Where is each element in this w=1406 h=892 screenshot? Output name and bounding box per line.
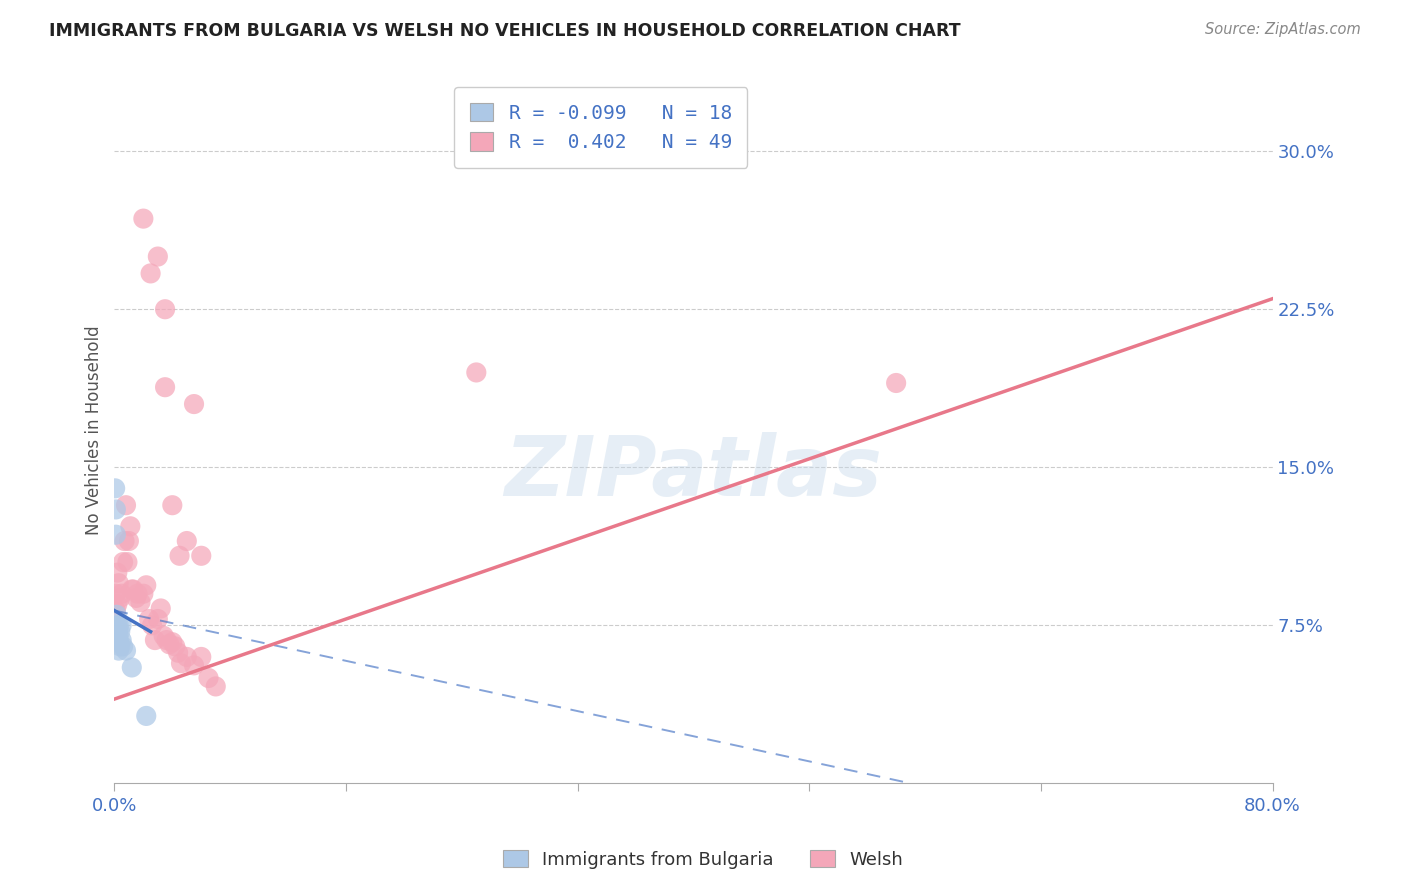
Point [112, 555, 135, 569]
Point [197, 671, 219, 685]
Point [118, 534, 141, 549]
Point [129, 595, 152, 609]
Point [104, 502, 127, 516]
Point [176, 649, 198, 664]
Point [139, 267, 162, 281]
Point [165, 640, 187, 654]
Point [169, 549, 191, 563]
Point [190, 649, 212, 664]
Point [157, 637, 180, 651]
Point [122, 582, 145, 597]
Point [115, 643, 138, 657]
Point [884, 376, 907, 390]
Point [127, 587, 149, 601]
Point [107, 633, 129, 648]
Point [121, 660, 143, 674]
Point [465, 366, 488, 380]
Text: Source: ZipAtlas.com: Source: ZipAtlas.com [1205, 22, 1361, 37]
Point [105, 629, 128, 643]
Legend: R = -0.099   N = 18, R =  0.402   N = 49: R = -0.099 N = 18, R = 0.402 N = 49 [454, 87, 748, 168]
Point [121, 582, 143, 597]
Point [107, 624, 129, 639]
Point [143, 633, 166, 648]
Point [204, 680, 226, 694]
Point [104, 527, 127, 541]
Point [162, 498, 184, 512]
Point [104, 603, 127, 617]
Point [153, 302, 176, 317]
Text: IMMIGRANTS FROM BULGARIA VS WELSH NO VEHICLES IN HOUSEHOLD CORRELATION CHART: IMMIGRANTS FROM BULGARIA VS WELSH NO VEH… [49, 22, 960, 40]
Point [138, 612, 160, 626]
Point [111, 633, 134, 648]
Point [107, 618, 129, 632]
Point [146, 250, 169, 264]
Point [105, 566, 128, 580]
Point [149, 601, 172, 615]
Y-axis label: No Vehicles in Household: No Vehicles in Household [86, 326, 103, 535]
Point [111, 587, 134, 601]
Point [105, 597, 128, 611]
Point [104, 587, 127, 601]
Point [135, 709, 157, 723]
Point [105, 607, 128, 622]
Text: ZIPatlas: ZIPatlas [505, 433, 883, 513]
Point [108, 640, 131, 654]
Point [120, 519, 142, 533]
Point [107, 576, 129, 591]
Point [153, 380, 176, 394]
Point [115, 498, 138, 512]
Point [132, 211, 155, 226]
Point [105, 618, 128, 632]
Point [183, 658, 205, 673]
Point [152, 629, 174, 643]
Point [162, 635, 184, 649]
Point [108, 624, 131, 639]
Point [125, 591, 148, 605]
Point [155, 633, 177, 648]
Point [132, 587, 155, 601]
Point [108, 591, 131, 605]
Point [190, 549, 212, 563]
Point [112, 640, 135, 654]
Point [135, 578, 157, 592]
Point [146, 612, 169, 626]
Point [170, 657, 193, 671]
Point [114, 534, 136, 549]
Point [167, 646, 190, 660]
Point [104, 481, 127, 495]
Point [141, 618, 163, 632]
Legend: Immigrants from Bulgaria, Welsh: Immigrants from Bulgaria, Welsh [495, 843, 911, 876]
Point [111, 618, 134, 632]
Point [107, 643, 129, 657]
Point [117, 555, 139, 569]
Point [183, 397, 205, 411]
Point [176, 534, 198, 549]
